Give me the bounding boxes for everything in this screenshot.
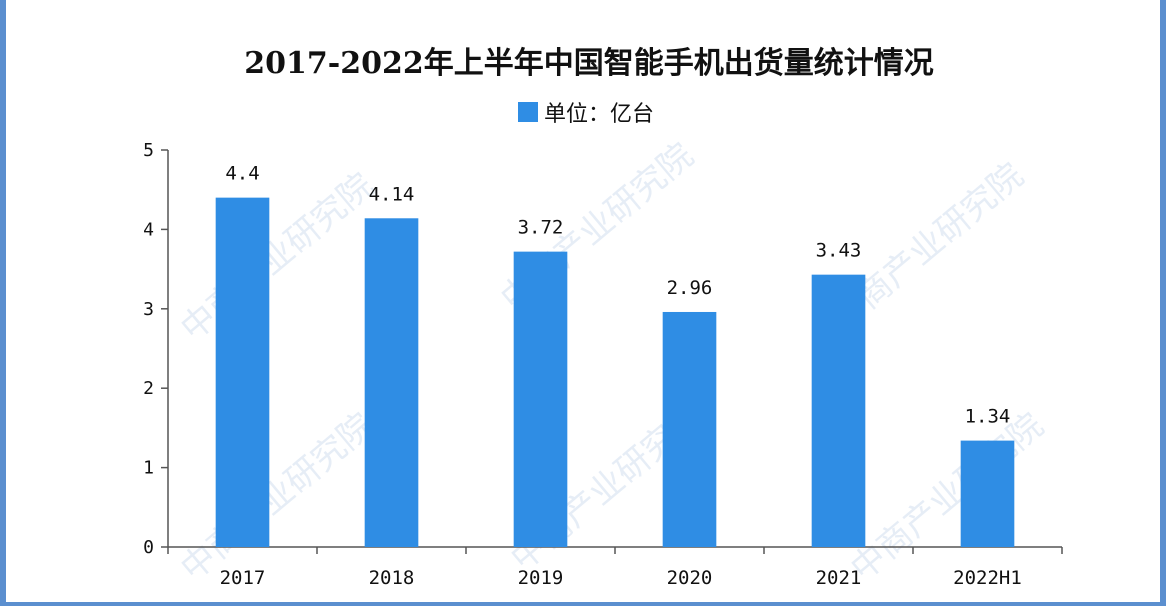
x-category-label: 2019	[518, 567, 564, 589]
data-labels: 4.4 4.14 3.72 2.96 3.43 1.34	[225, 163, 1010, 428]
data-label: 4.4	[225, 163, 259, 185]
x-category-label: 2020	[667, 567, 713, 589]
bar	[960, 440, 1015, 547]
bar-chart: 0 1 2 3 4 5 2017 2018 2019 2020 2021 2022H1 4.4 4.1…	[143, 140, 1063, 589]
x-category-label: 2018	[369, 567, 415, 589]
y-tick-label: 3	[143, 299, 154, 320]
x-category-label: 2021	[816, 567, 862, 589]
bar	[364, 218, 419, 547]
bar	[811, 274, 866, 547]
y-tick-label: 0	[143, 537, 154, 558]
bars	[215, 197, 1015, 547]
data-label: 2.96	[667, 277, 713, 299]
y-tick-label: 4	[143, 219, 154, 240]
x-axis: 2017 2018 2019 2020 2021 2022H1	[167, 546, 1063, 589]
bar	[215, 197, 270, 547]
chart-legend: 单位：亿台	[518, 96, 654, 128]
y-tick-label: 2	[143, 378, 154, 399]
y-axis: 0 1 2 3 4 5	[143, 140, 169, 558]
chart-title: 2017-2022年上半年中国智能手机出货量统计情况	[244, 46, 934, 81]
x-category-label: 2017	[220, 567, 266, 589]
y-tick-label: 1	[143, 458, 154, 479]
x-category-label: 2022H1	[953, 567, 1022, 589]
y-tick-label: 5	[143, 140, 154, 161]
legend-label: 单位：亿台	[544, 102, 655, 127]
legend-swatch	[518, 102, 538, 122]
data-label: 3.43	[816, 240, 862, 262]
data-label: 4.14	[369, 183, 415, 205]
bar	[513, 251, 568, 547]
data-label: 1.34	[965, 406, 1011, 428]
bar	[662, 311, 717, 547]
data-label: 3.72	[518, 217, 564, 239]
